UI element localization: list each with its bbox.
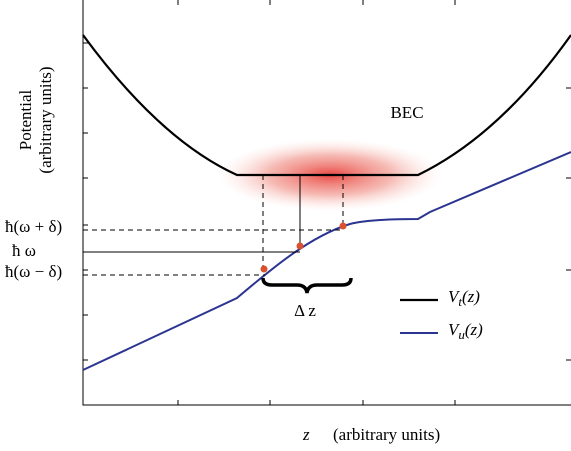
untrapped-potential [82,151,571,371]
frame [82,0,571,406]
resonance-points [260,222,347,273]
width-label: Δ z [294,301,316,320]
bec-label: BEC [390,103,423,122]
trap-potential [82,34,571,177]
legend-entry: Vu(z) [448,320,483,342]
y-axis-label: (arbitrary units) [36,66,55,173]
y-axis-label: Potential [16,90,35,151]
width-brace [261,277,353,294]
level-label: ħ(ω − δ) [5,262,62,281]
level-lines [83,175,344,276]
x-axis-label: (arbitrary units) [333,425,440,444]
level-label: ħ ω [12,241,36,260]
level-label: ħ(ω + δ) [5,217,62,236]
legend: Vt(z) Vu(z) [400,287,483,342]
x-axis-symbol: z [302,425,310,444]
legend-entry: Vt(z) [448,287,480,309]
